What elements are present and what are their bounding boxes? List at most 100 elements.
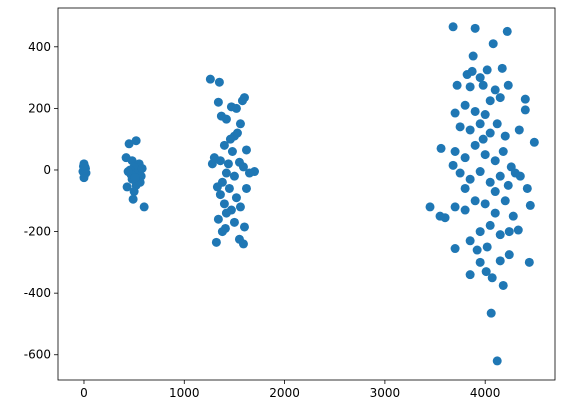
point — [227, 147, 237, 157]
point — [207, 159, 217, 169]
point — [231, 193, 241, 203]
point — [129, 187, 139, 197]
point — [478, 80, 488, 90]
point — [460, 100, 470, 110]
point — [213, 214, 223, 224]
point — [219, 140, 229, 150]
point — [231, 103, 241, 113]
point — [486, 308, 496, 318]
point — [503, 80, 513, 90]
point — [495, 93, 505, 103]
point — [137, 163, 147, 173]
point — [490, 187, 500, 197]
point — [500, 196, 510, 206]
point — [500, 131, 510, 141]
point — [485, 128, 495, 138]
point — [470, 23, 480, 33]
point — [212, 182, 222, 192]
point — [495, 230, 505, 240]
point — [123, 167, 133, 177]
point — [524, 257, 534, 267]
point — [490, 208, 500, 218]
point — [472, 245, 482, 255]
point — [514, 125, 524, 135]
point — [229, 171, 239, 181]
point — [450, 202, 460, 212]
point — [465, 82, 475, 92]
point — [497, 63, 507, 73]
point — [211, 237, 221, 247]
point — [480, 199, 490, 209]
point — [498, 147, 508, 157]
point — [480, 110, 490, 120]
point — [239, 222, 249, 232]
point — [214, 77, 224, 87]
point — [468, 51, 478, 61]
point — [508, 211, 518, 221]
point — [241, 183, 251, 193]
point — [475, 119, 485, 129]
point — [215, 156, 225, 166]
x-tick-label: 1000 — [169, 386, 200, 400]
point — [495, 256, 505, 266]
x-tick-label: 0 — [80, 386, 88, 400]
point — [205, 74, 215, 84]
y-tick-label: 400 — [28, 40, 51, 54]
point — [235, 119, 245, 129]
point — [238, 162, 248, 172]
point — [488, 39, 498, 49]
point — [241, 145, 251, 155]
point — [78, 161, 88, 171]
point — [225, 134, 235, 144]
point — [470, 140, 480, 150]
point — [475, 167, 485, 177]
point — [492, 356, 502, 366]
point — [452, 80, 462, 90]
y-tick-label: -600 — [24, 348, 51, 362]
point — [221, 168, 231, 178]
axes-frame — [57, 7, 556, 381]
point — [238, 239, 248, 249]
point — [450, 147, 460, 157]
point — [520, 105, 530, 115]
point — [475, 227, 485, 237]
point — [482, 242, 492, 252]
point — [513, 225, 523, 235]
y-tick-label: -400 — [24, 286, 51, 300]
point — [450, 108, 460, 118]
point — [485, 220, 495, 230]
point — [221, 114, 231, 124]
point — [465, 236, 475, 246]
point — [128, 194, 138, 204]
point — [504, 227, 514, 237]
point — [217, 227, 227, 237]
point — [467, 66, 477, 76]
point — [440, 213, 450, 223]
point — [465, 125, 475, 135]
point — [460, 205, 470, 215]
x-tick-label: 3000 — [370, 386, 401, 400]
point — [502, 26, 512, 36]
point — [229, 217, 239, 227]
point — [475, 73, 485, 83]
point — [239, 93, 249, 103]
point — [436, 143, 446, 153]
point — [235, 202, 245, 212]
point — [244, 168, 254, 178]
point — [131, 136, 141, 146]
point — [485, 177, 495, 187]
point — [478, 134, 488, 144]
point — [480, 150, 490, 160]
point — [520, 94, 530, 104]
point — [485, 96, 495, 106]
point — [470, 196, 480, 206]
x-tick-label: 4000 — [470, 386, 501, 400]
point — [219, 199, 229, 209]
point — [495, 171, 505, 181]
point — [522, 183, 532, 193]
point — [448, 22, 458, 32]
point — [122, 182, 132, 192]
point — [475, 257, 485, 267]
point — [503, 180, 513, 190]
point — [498, 280, 508, 290]
